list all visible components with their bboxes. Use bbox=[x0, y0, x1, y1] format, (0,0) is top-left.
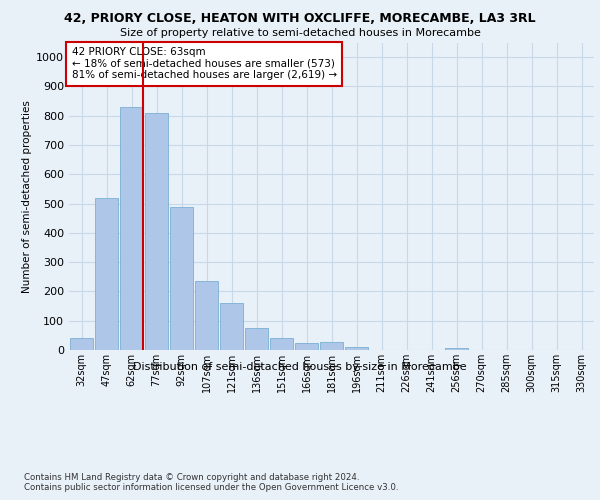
Bar bbox=[170, 206, 193, 350]
Text: 42, PRIORY CLOSE, HEATON WITH OXCLIFFE, MORECAMBE, LA3 3RL: 42, PRIORY CLOSE, HEATON WITH OXCLIFFE, … bbox=[64, 12, 536, 26]
Text: Contains HM Land Registry data © Crown copyright and database right 2024.
Contai: Contains HM Land Registry data © Crown c… bbox=[24, 472, 398, 492]
Bar bbox=[120, 107, 143, 350]
Bar bbox=[295, 342, 318, 350]
Bar bbox=[270, 338, 293, 350]
Bar bbox=[345, 347, 368, 350]
Bar bbox=[70, 338, 93, 350]
Bar bbox=[245, 328, 268, 350]
Text: 42 PRIORY CLOSE: 63sqm
← 18% of semi-detached houses are smaller (573)
81% of se: 42 PRIORY CLOSE: 63sqm ← 18% of semi-det… bbox=[71, 47, 337, 80]
Bar bbox=[145, 113, 168, 350]
Text: Size of property relative to semi-detached houses in Morecambe: Size of property relative to semi-detach… bbox=[119, 28, 481, 38]
Bar bbox=[220, 303, 243, 350]
Bar bbox=[95, 198, 118, 350]
Y-axis label: Number of semi-detached properties: Number of semi-detached properties bbox=[22, 100, 32, 292]
Bar bbox=[445, 348, 468, 350]
Bar bbox=[195, 281, 218, 350]
Bar bbox=[320, 342, 343, 350]
Text: Distribution of semi-detached houses by size in Morecambe: Distribution of semi-detached houses by … bbox=[133, 362, 467, 372]
